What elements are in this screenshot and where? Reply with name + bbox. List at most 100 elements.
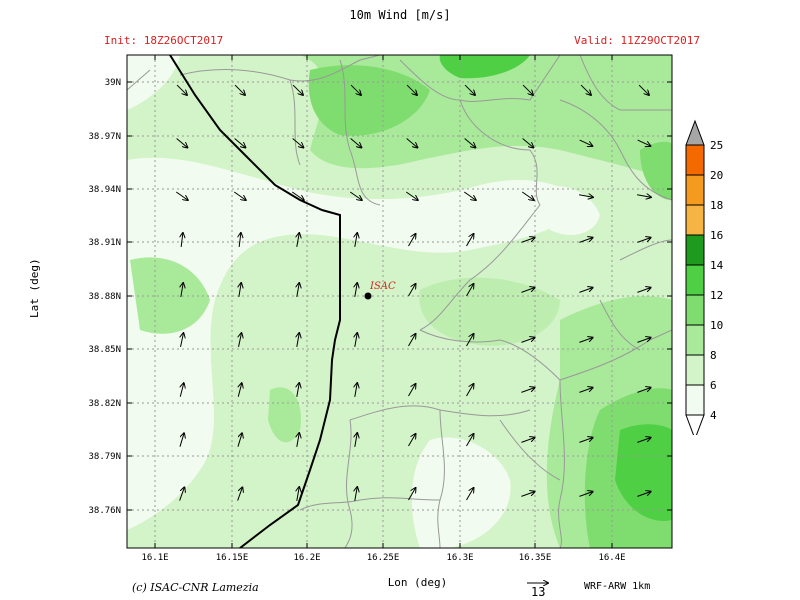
reference-vector-arrow bbox=[527, 578, 552, 588]
wind-vector bbox=[237, 487, 243, 501]
colorbar-segment bbox=[685, 174, 705, 206]
colorbar: 25 20 18 16 14 12 10 8 6 4 bbox=[685, 119, 724, 435]
credit-text: (c) ISAC-CNR Lamezia bbox=[132, 581, 259, 594]
wind-vector bbox=[406, 138, 418, 148]
wind-vector bbox=[522, 138, 534, 148]
plot-frame bbox=[126, 54, 673, 549]
wind-vector bbox=[580, 84, 591, 95]
valid-time: Valid: 11Z29OCT2017 bbox=[574, 34, 700, 47]
lat-tick-label: 39N bbox=[105, 78, 121, 88]
wind-vector bbox=[237, 433, 242, 447]
colorbar-label: 25 bbox=[710, 139, 723, 152]
lon-tick-label: 16.35E bbox=[519, 553, 552, 563]
lat-tick-label: 38.94N bbox=[88, 185, 121, 195]
colorbar-label: 6 bbox=[710, 379, 717, 392]
lon-tick-label: 16.1E bbox=[141, 553, 168, 563]
wind-vector bbox=[181, 333, 184, 347]
wind-vector bbox=[637, 338, 650, 343]
wind-vector bbox=[355, 233, 357, 247]
init-time: Init: 18Z26OCT2017 bbox=[104, 34, 224, 47]
wind-vector bbox=[176, 84, 187, 95]
wind-vector bbox=[466, 234, 474, 247]
reference-vector-value: 13 bbox=[531, 585, 546, 599]
wind-vector bbox=[579, 139, 593, 146]
wind-vector bbox=[408, 434, 416, 447]
colorbar-over-arrow bbox=[685, 119, 705, 146]
lat-tick-label: 38.88N bbox=[88, 292, 121, 302]
wind-vector bbox=[637, 139, 651, 146]
colorbar-segment bbox=[685, 384, 705, 416]
lon-tick-label: 16.2E bbox=[293, 553, 320, 563]
wind-vector bbox=[355, 433, 357, 447]
lat-tick-label: 38.79N bbox=[88, 452, 121, 462]
wind-vector bbox=[637, 492, 650, 497]
wind-vector bbox=[579, 288, 592, 293]
wind-vector bbox=[292, 84, 303, 95]
wind-vector bbox=[180, 383, 184, 397]
wind-vector bbox=[637, 288, 650, 293]
wind-vector bbox=[297, 433, 299, 447]
wind-vector bbox=[638, 84, 649, 95]
wind-vector bbox=[464, 138, 476, 148]
colorbar-label: 4 bbox=[710, 409, 717, 422]
wind-vector bbox=[179, 487, 185, 501]
colorbar-label: 18 bbox=[710, 199, 723, 212]
wind-vector bbox=[521, 492, 534, 497]
colorbar-segment bbox=[685, 324, 705, 356]
wind-vector bbox=[463, 191, 475, 200]
wind-vector bbox=[408, 234, 416, 247]
wind-vector bbox=[355, 383, 357, 397]
colorbar-label: 16 bbox=[710, 229, 723, 242]
wind-vector bbox=[579, 338, 592, 343]
wind-vector bbox=[355, 487, 357, 501]
colorbar-segment bbox=[685, 264, 705, 296]
wind-vector bbox=[176, 138, 188, 148]
wind-vector bbox=[175, 191, 187, 200]
wind-vector bbox=[521, 438, 534, 443]
wind-vector bbox=[297, 283, 299, 297]
colorbar-under-arrow bbox=[685, 414, 705, 435]
wind-vector bbox=[466, 488, 474, 501]
wind-vector bbox=[292, 138, 304, 148]
wind-vectors bbox=[175, 84, 651, 501]
isac-site-label: ISAC bbox=[369, 281, 396, 292]
wind-vector bbox=[234, 84, 245, 95]
colorbar-label: 20 bbox=[710, 169, 723, 182]
wind-vector bbox=[579, 195, 593, 197]
admin-boundaries bbox=[127, 55, 672, 548]
wind-vector bbox=[408, 334, 416, 347]
wind-vector bbox=[522, 84, 533, 95]
wind-vector bbox=[181, 233, 183, 248]
wind-vector bbox=[579, 492, 592, 497]
wind-vector bbox=[291, 191, 303, 200]
wind-vector bbox=[521, 388, 534, 393]
wind-vector bbox=[408, 488, 416, 501]
wind-vector bbox=[408, 384, 416, 397]
lon-tick-label: 16.4E bbox=[598, 553, 625, 563]
x-axis-label: Lon (deg) bbox=[387, 576, 448, 589]
wind-speed-shading bbox=[127, 55, 672, 548]
wind-vector bbox=[297, 383, 299, 397]
wind-vector bbox=[579, 438, 592, 443]
colorbar-segment bbox=[685, 354, 705, 386]
wind-vector bbox=[179, 433, 184, 447]
wind-vector bbox=[239, 333, 242, 347]
model-label: WRF-ARW 1km bbox=[584, 581, 651, 592]
map-title: 10m Wind [m/s] bbox=[349, 8, 451, 22]
wind-vector bbox=[466, 384, 474, 397]
wind-vector bbox=[521, 288, 534, 293]
wind-vector bbox=[408, 284, 416, 297]
axis-ticks: 16.1E 16.15E 16.2E 16.25E 16.3E 16.35E 16.4E 39… bbox=[88, 55, 672, 563]
colorbar-segment bbox=[685, 144, 705, 176]
wind-vector bbox=[521, 338, 534, 343]
wind-vector bbox=[637, 195, 651, 197]
y-axis-label: Lat (deg) bbox=[28, 258, 41, 318]
lat-tick-label: 38.91N bbox=[88, 238, 121, 248]
wind-vector bbox=[579, 238, 592, 243]
colorbar-label: 10 bbox=[710, 319, 723, 332]
colorbar-label: 8 bbox=[710, 349, 717, 362]
wind-vector bbox=[579, 388, 592, 393]
isac-site-marker bbox=[364, 292, 372, 300]
lat-tick-label: 38.82N bbox=[88, 399, 121, 409]
lat-lon-grid bbox=[127, 55, 672, 548]
